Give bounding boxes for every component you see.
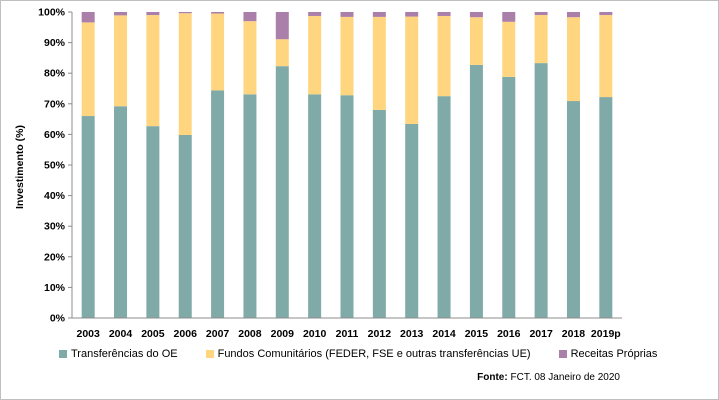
bar-series-group [81, 12, 613, 319]
bar-segment-transferencias [243, 94, 257, 319]
bar-segment-fundos [437, 15, 451, 97]
y-axis: 0% 10% 20% 30% 40% 50% 60% 70% 80% 90% 100% [38, 7, 73, 325]
y-tick-label: 30% [44, 221, 66, 233]
x-tick-label: 2011 [336, 328, 359, 340]
bar-segment-receitas [114, 12, 128, 16]
x-tick-label: 2017 [529, 328, 553, 340]
bar-segment-transferencias [178, 135, 192, 318]
x-tick-label: 2005 [141, 328, 165, 340]
bar-segment-receitas [340, 12, 354, 17]
bar-segment-transferencias [502, 76, 516, 318]
bar-segment-fundos [340, 16, 354, 96]
y-tick-label: 70% [44, 98, 66, 110]
bar-segment-transferencias [211, 90, 225, 318]
legend-label-transferencias: Transferências do OE [71, 348, 178, 360]
bar-segment-transferencias [146, 126, 160, 318]
y-tick-label: 40% [44, 190, 66, 202]
bar-segment-fundos [599, 15, 613, 98]
bar-segment-fundos [566, 17, 580, 102]
bar-segment-transferencias [437, 96, 451, 319]
y-tick-label: 100% [38, 7, 66, 19]
bar-segment-transferencias [372, 109, 386, 318]
bar-segment-fundos [178, 13, 192, 136]
y-tick-label: 20% [44, 251, 66, 263]
source-note: Fonte: FCT. 08 Janeiro de 2020 [477, 372, 620, 383]
bar-segment-transferencias [340, 95, 354, 319]
bar-segment-fundos [502, 21, 516, 77]
bar-segment-fundos [534, 15, 548, 64]
y-tick-label: 0% [50, 313, 66, 325]
x-tick-label: 2014 [432, 328, 456, 340]
legend-item-transferencias: Transferências do OE [59, 348, 178, 360]
bar-segment-fundos [275, 39, 289, 67]
bar-segment-receitas [275, 12, 289, 40]
bar-segment-receitas [243, 12, 257, 22]
x-tick-label: 2015 [465, 328, 489, 340]
y-tick-label: 50% [44, 160, 66, 172]
bar-segment-transferencias [275, 66, 289, 318]
bar-segment-receitas [469, 12, 483, 18]
x-tick-label: 2006 [174, 328, 198, 340]
bar-segment-receitas [178, 12, 192, 14]
source-text: FCT. 08 Janeiro de 2020 [510, 372, 620, 383]
legend-label-fundos: Fundos Comunitários (FEDER, FSE e outras… [217, 348, 531, 360]
bar-segment-fundos [146, 15, 160, 127]
bar-segment-receitas [437, 12, 451, 16]
x-tick-label: 2007 [206, 328, 230, 340]
y-axis-title: Investimento (%) [14, 125, 26, 209]
bar-segment-receitas [599, 12, 613, 16]
bar-segment-transferencias [405, 123, 419, 318]
bar-segment-fundos [405, 16, 419, 124]
x-tick-label: 2003 [76, 328, 100, 340]
bar-segment-receitas [372, 12, 386, 17]
y-tick-label: 10% [44, 282, 66, 294]
legend-swatch-receitas [558, 350, 567, 358]
bar-segment-fundos [469, 17, 483, 65]
x-tick-label: 2009 [271, 328, 295, 340]
x-tick-label: 2010 [303, 328, 327, 340]
bar-segment-fundos [81, 22, 95, 117]
y-tick-label: 80% [44, 68, 66, 80]
bar-segment-receitas [146, 12, 160, 16]
bar-segment-transferencias [566, 101, 580, 319]
bar-segment-transferencias [599, 97, 613, 319]
x-tick-label: 2016 [497, 328, 521, 340]
bar-segment-fundos [308, 15, 322, 95]
x-tick-label: 2012 [368, 328, 392, 340]
bar-segment-transferencias [534, 63, 548, 318]
bar-segment-transferencias [308, 94, 322, 319]
y-tick-label: 90% [44, 37, 66, 49]
bar-segment-transferencias [114, 106, 128, 318]
x-tick-label: 2013 [400, 328, 424, 340]
legend-label-receitas: Receitas Próprias [570, 348, 658, 360]
legend-item-receitas: Receitas Próprias [558, 348, 658, 360]
bar-segment-receitas [566, 12, 580, 18]
bar-segment-receitas [81, 12, 95, 23]
x-axis: 2003 2004 2005 2006 2007 2008 2009 2010 2011 2012… [72, 317, 622, 340]
x-tick-label: 2019p [591, 328, 621, 340]
x-tick-label: 2018 [562, 328, 586, 340]
bar-segment-receitas [502, 12, 516, 22]
bar-segment-transferencias [81, 116, 95, 318]
y-tick-label: 60% [44, 129, 66, 141]
bar-segment-fundos [114, 15, 128, 107]
legend-swatch-transferencias [59, 350, 67, 358]
bar-segment-fundos [243, 21, 257, 95]
bar-segment-receitas [405, 12, 419, 17]
bar-segment-receitas [534, 12, 548, 16]
legend-item-fundos: Fundos Comunitários (FEDER, FSE e outras… [205, 348, 531, 360]
source-label: Fonte: [477, 372, 508, 383]
bar-segment-fundos [211, 13, 225, 91]
x-tick-label: 2008 [238, 328, 262, 340]
bar-segment-transferencias [469, 64, 483, 318]
bar-segment-receitas [211, 12, 225, 14]
legend-swatch-fundos [205, 350, 214, 358]
bar-segment-receitas [308, 12, 322, 16]
bar-segment-fundos [372, 16, 386, 110]
legend: Transferências do OE Fundos Comunitários… [59, 348, 685, 360]
x-tick-label: 2004 [109, 328, 133, 340]
